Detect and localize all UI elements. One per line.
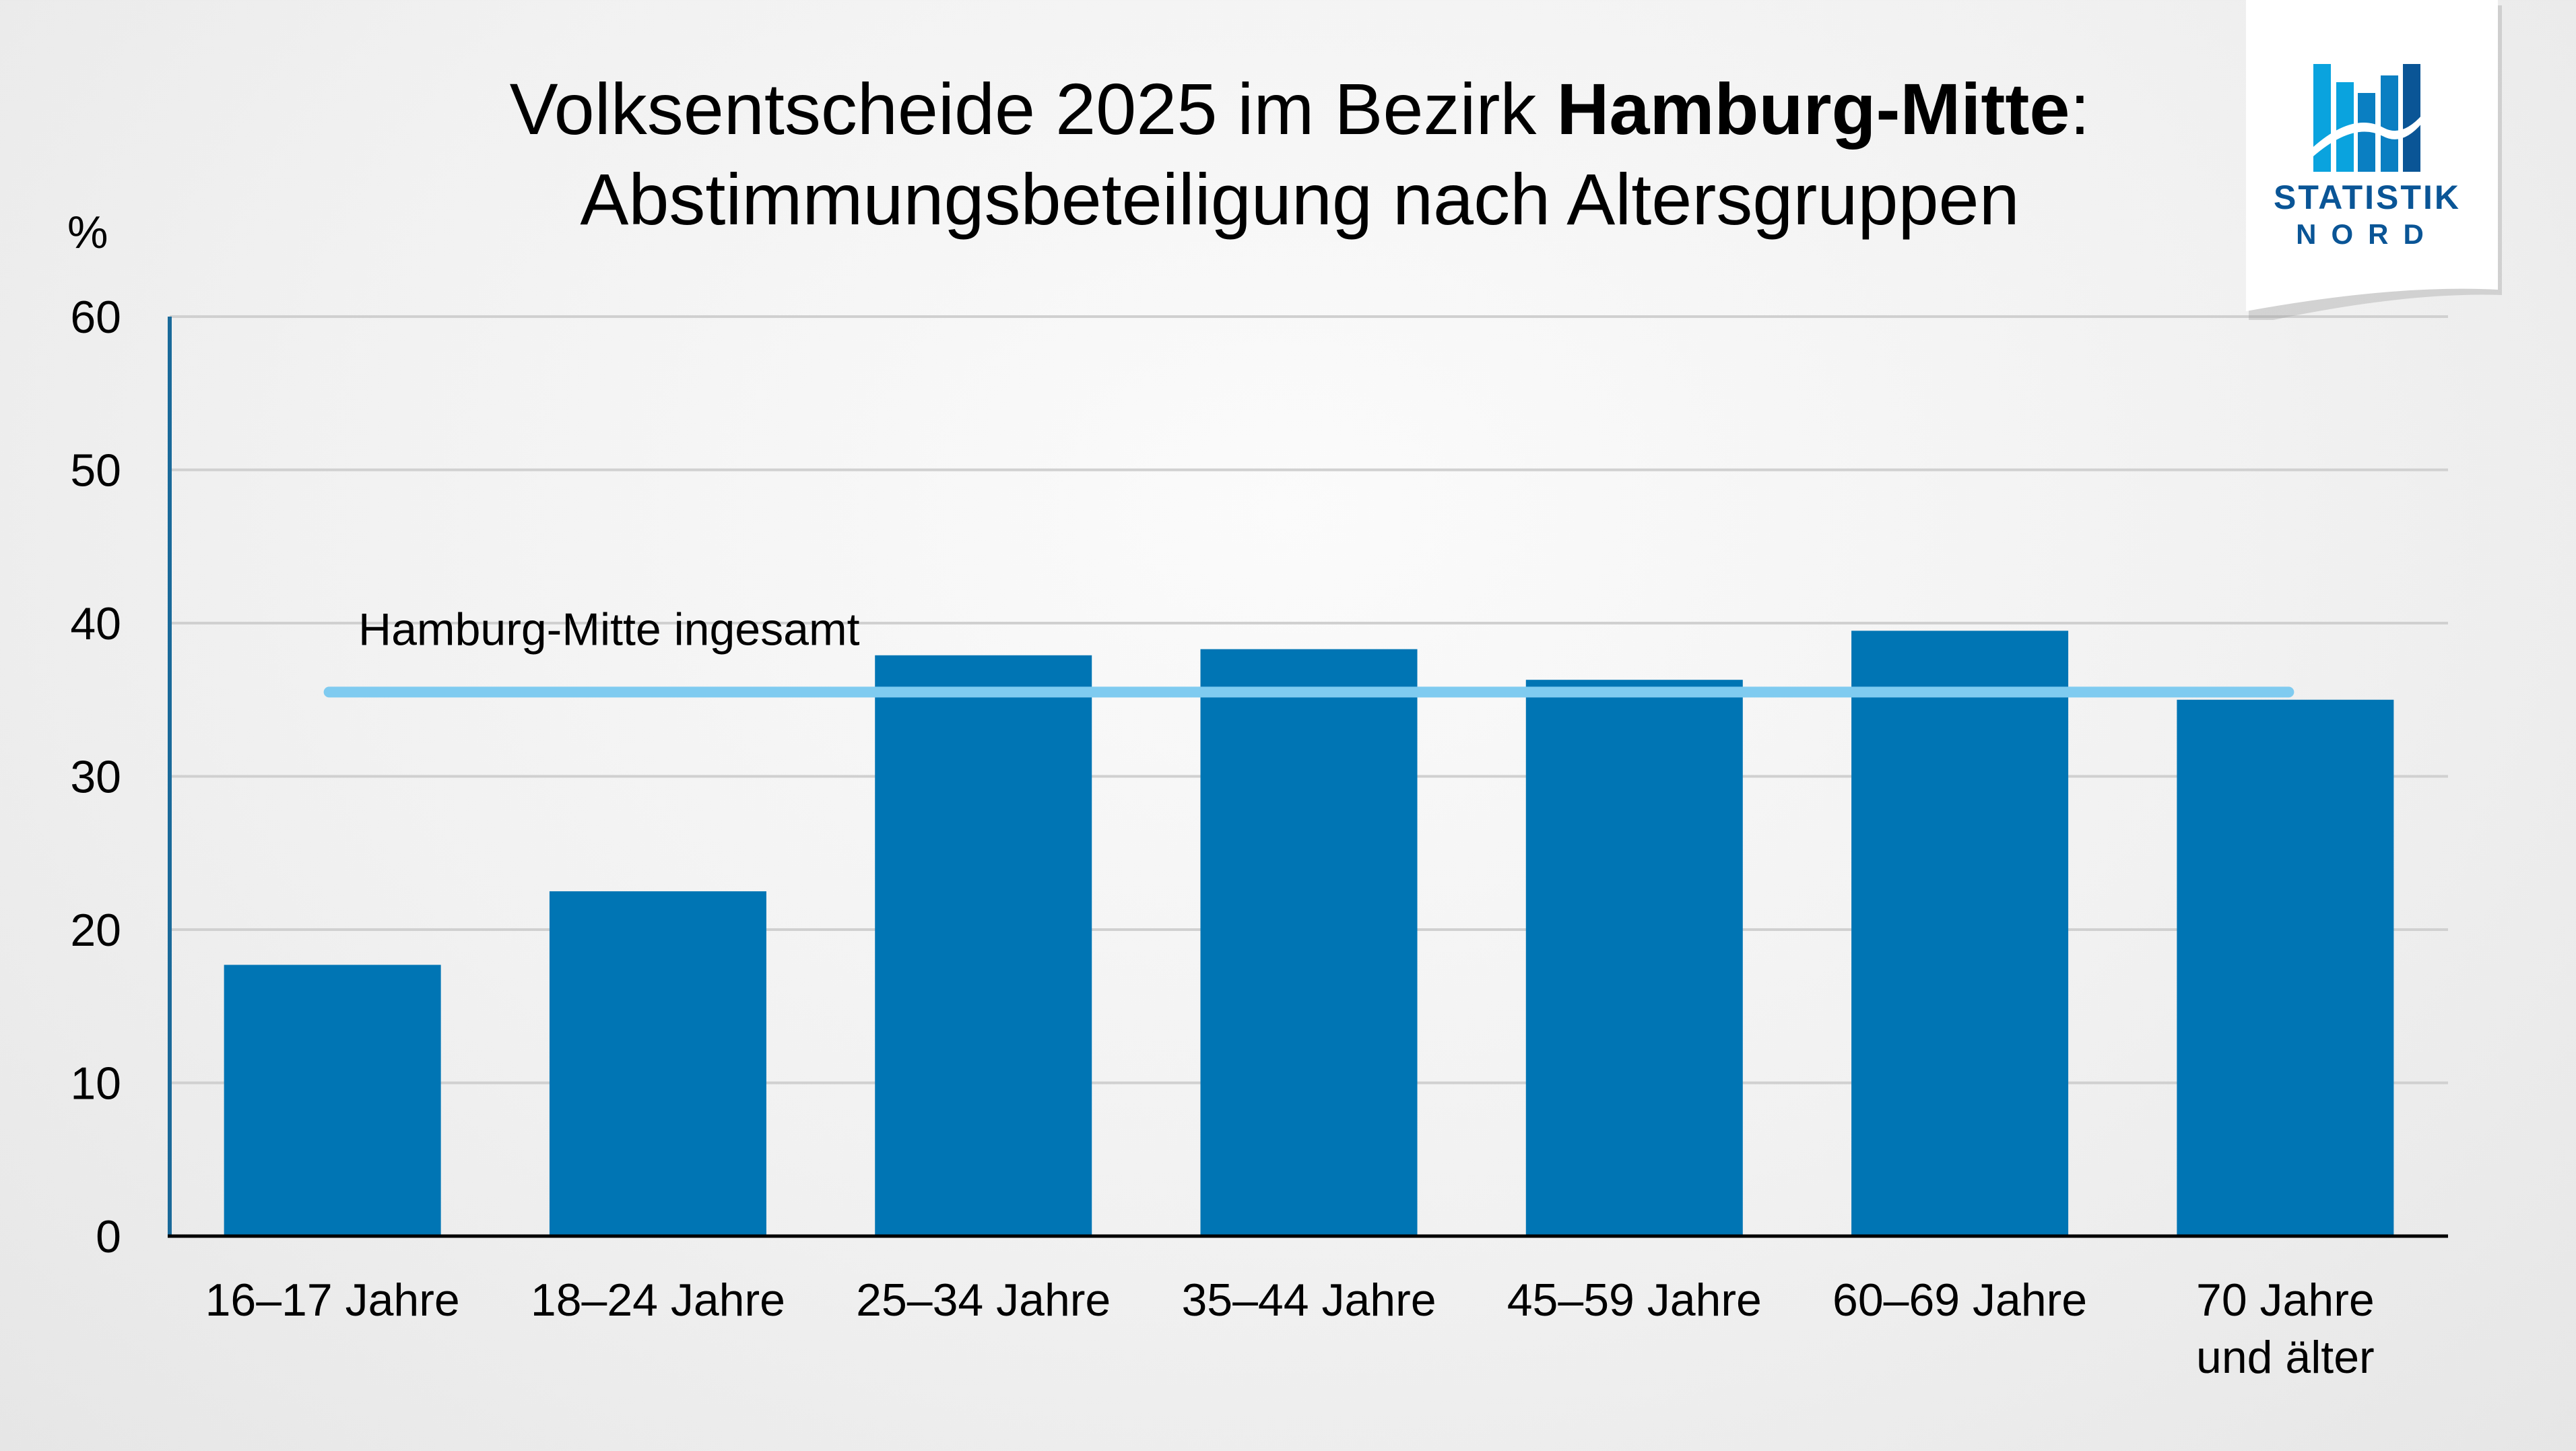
logo-bars-icon [2313, 64, 2422, 172]
chart-title: Volksentscheide 2025 im Bezirk Hamburg-M… [0, 64, 2576, 245]
reference-line-label: Hamburg-Mitte ingesamt [358, 604, 860, 655]
y-axis-label: % [67, 207, 108, 258]
bar-5 [1851, 631, 2069, 1236]
y-tick-label: 60 [70, 292, 121, 343]
y-tick-label: 10 [70, 1058, 121, 1109]
x-tick-label: 70 Jahre [2196, 1275, 2375, 1326]
bars [224, 631, 2394, 1236]
logo-text-line1: STATISTIK [2274, 179, 2461, 216]
bar-2 [875, 655, 1092, 1236]
x-tick-label: 45–59 Jahre [1507, 1275, 1762, 1326]
y-tick-label: 40 [70, 598, 121, 649]
title-bold-district: Hamburg-Mitte [1556, 68, 2070, 150]
x-tick-label: und älter [2196, 1332, 2375, 1383]
title-suffix: : [2070, 68, 2090, 150]
bar-1 [549, 891, 766, 1236]
x-tick-labels: 16–17 Jahre 18–24 Jahre 25–34 Jahre 35–44 J… [205, 1275, 2375, 1383]
logo-text-line2: NORD [2296, 218, 2439, 250]
y-tick-label: 50 [70, 445, 121, 496]
reference-line-group: Hamburg-Mitte ingesamt [323, 604, 2294, 698]
y-tick-labels: 0 10 20 30 40 50 60 [70, 292, 121, 1262]
x-tick-label: 60–69 Jahre [1832, 1275, 2087, 1326]
chart-title-line2: Abstimmungsbeteiligung nach Altersgruppe… [580, 158, 2020, 240]
x-tick-label: 16–17 Jahre [205, 1275, 460, 1326]
x-tick-label: 35–44 Jahre [1181, 1275, 1436, 1326]
bar-3 [1200, 649, 1418, 1236]
chart-title-line1: Volksentscheide 2025 im Bezirk Hamburg-M… [0, 64, 2576, 154]
y-tick-label: 0 [96, 1211, 121, 1262]
y-tick-label: 30 [70, 752, 121, 803]
x-tick-label: 25–34 Jahre [856, 1275, 1111, 1326]
statistik-nord-logo: STATISTIK NORD [2246, 0, 2502, 320]
bar-4 [1525, 680, 1743, 1236]
title-prefix: Volksentscheide 2025 im Bezirk [509, 68, 1557, 150]
y-tick-label: 20 [70, 905, 121, 956]
axes [168, 317, 2448, 1238]
bar-0 [224, 965, 441, 1236]
x-tick-label: 18–24 Jahre [531, 1275, 785, 1326]
bar-6 [2177, 699, 2394, 1236]
